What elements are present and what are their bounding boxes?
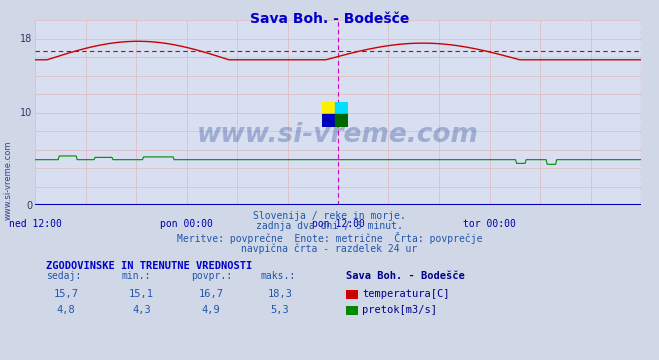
Text: zadnja dva dni / 5 minut.: zadnja dva dni / 5 minut. xyxy=(256,221,403,231)
Text: Slovenija / reke in morje.: Slovenija / reke in morje. xyxy=(253,211,406,221)
Text: Meritve: povprečne  Enote: metrične  Črta: povprečje: Meritve: povprečne Enote: metrične Črta:… xyxy=(177,232,482,244)
Text: pon 00:00: pon 00:00 xyxy=(160,219,213,229)
Polygon shape xyxy=(322,114,335,127)
Text: www.si-vreme.com: www.si-vreme.com xyxy=(197,122,479,148)
Text: 4,3: 4,3 xyxy=(132,305,151,315)
Text: 4,9: 4,9 xyxy=(202,305,220,315)
Text: 4,8: 4,8 xyxy=(57,305,75,315)
Text: 18,3: 18,3 xyxy=(268,289,293,299)
Text: tor 00:00: tor 00:00 xyxy=(463,219,516,229)
Text: ned 12:00: ned 12:00 xyxy=(9,219,61,229)
Text: maks.:: maks.: xyxy=(260,271,295,281)
Text: min.:: min.: xyxy=(122,271,152,281)
Text: pon 12:00: pon 12:00 xyxy=(312,219,364,229)
Text: 15,1: 15,1 xyxy=(129,289,154,299)
Text: 16,7: 16,7 xyxy=(198,289,223,299)
Text: Sava Boh. - Bodešče: Sava Boh. - Bodešče xyxy=(250,12,409,26)
Text: www.si-vreme.com: www.si-vreme.com xyxy=(3,140,13,220)
Text: Sava Boh. - Bodešče: Sava Boh. - Bodešče xyxy=(346,271,465,281)
Text: ZGODOVINSKE IN TRENUTNE VREDNOSTI: ZGODOVINSKE IN TRENUTNE VREDNOSTI xyxy=(46,261,252,271)
Polygon shape xyxy=(335,102,348,114)
Text: povpr.:: povpr.: xyxy=(191,271,232,281)
Text: 15,7: 15,7 xyxy=(53,289,78,299)
Polygon shape xyxy=(322,102,335,114)
Text: sedaj:: sedaj: xyxy=(46,271,81,281)
Text: navpična črta - razdelek 24 ur: navpična črta - razdelek 24 ur xyxy=(241,243,418,253)
Text: temperatura[C]: temperatura[C] xyxy=(362,289,450,299)
Text: 5,3: 5,3 xyxy=(271,305,289,315)
Polygon shape xyxy=(335,114,348,127)
Text: pretok[m3/s]: pretok[m3/s] xyxy=(362,305,438,315)
